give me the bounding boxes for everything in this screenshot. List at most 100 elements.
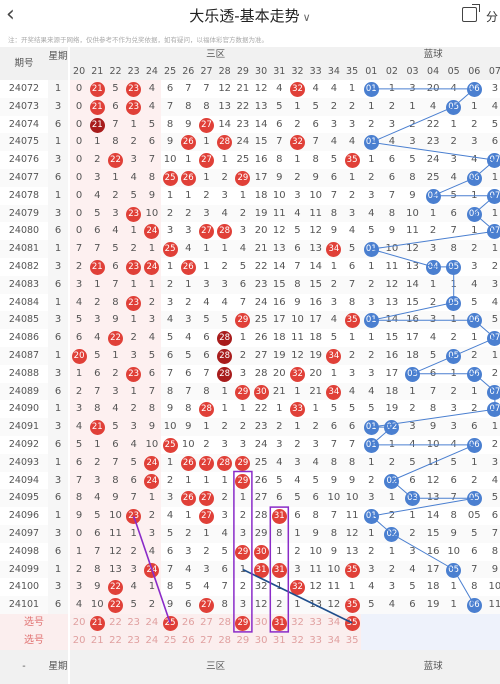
front-cell: 9 bbox=[161, 596, 180, 614]
picked-ball[interactable]: 29 bbox=[235, 616, 251, 631]
picked-ball[interactable]: 21 bbox=[89, 616, 105, 631]
back-cell: 07 bbox=[484, 186, 500, 205]
front-cell: 7 bbox=[106, 275, 125, 294]
select-back-number[interactable] bbox=[464, 614, 485, 632]
select-back-number[interactable] bbox=[381, 614, 403, 632]
share-icon[interactable] bbox=[462, 4, 480, 22]
select-front-number[interactable]: 25 bbox=[161, 631, 180, 650]
front-ball: 28 bbox=[198, 402, 214, 418]
select-front-number[interactable]: 34 bbox=[324, 631, 343, 650]
select-back-number[interactable] bbox=[422, 614, 444, 632]
front-cell: 6 bbox=[106, 258, 125, 276]
front-cell: 15 bbox=[252, 133, 271, 152]
select-front-number[interactable]: 22 bbox=[106, 631, 125, 650]
back-cell: 06 bbox=[464, 364, 485, 383]
front-cell: 29 bbox=[233, 453, 252, 472]
select-front-number[interactable]: 32 bbox=[288, 614, 307, 632]
picked-ball[interactable]: 25 bbox=[162, 616, 178, 631]
page-title[interactable]: 大乐透-基本走势 ∨ bbox=[0, 6, 500, 28]
select-front-number[interactable]: 26 bbox=[179, 614, 198, 632]
select-back-number[interactable] bbox=[443, 614, 464, 632]
select-front-number[interactable]: 33 bbox=[306, 631, 325, 650]
select-front-number[interactable]: 34 bbox=[324, 614, 343, 632]
week-cell: 1 bbox=[48, 560, 68, 579]
back-icon[interactable]: ‹ bbox=[6, 2, 15, 27]
back-cell: 1 bbox=[361, 525, 382, 543]
front-cell: 3 bbox=[215, 436, 234, 454]
front-ball: 24 bbox=[144, 473, 160, 489]
front-cell: 32 bbox=[288, 578, 307, 597]
select-front-number[interactable]: 24 bbox=[142, 614, 161, 632]
select-front-number[interactable]: 23 bbox=[124, 614, 143, 632]
select-back-number[interactable] bbox=[381, 631, 403, 650]
back-cell: 6 bbox=[402, 596, 423, 614]
select-back-number[interactable] bbox=[361, 614, 382, 632]
share-label[interactable]: 分 bbox=[486, 10, 499, 24]
select-front-number[interactable]: 30 bbox=[252, 614, 271, 632]
period-header[interactable]: 期号 bbox=[0, 47, 48, 80]
select-front-number[interactable]: 24 bbox=[142, 631, 161, 650]
select-front-number[interactable]: 28 bbox=[215, 614, 234, 632]
picked-ball[interactable]: 31 bbox=[271, 616, 287, 631]
front-cell: 5 bbox=[124, 186, 143, 205]
select-front-number[interactable]: 27 bbox=[197, 631, 216, 650]
select-front-number[interactable]: 33 bbox=[306, 614, 325, 632]
back-cell: 3 bbox=[443, 400, 464, 419]
select-front-number[interactable]: 28 bbox=[215, 631, 234, 650]
front-cell: 1 bbox=[106, 169, 125, 187]
front-cell: 22 bbox=[106, 596, 125, 614]
front-ball: 32 bbox=[289, 82, 305, 97]
select-front-number[interactable]: 35 bbox=[343, 631, 362, 650]
back-cell: 3 bbox=[361, 293, 382, 312]
select-back-number[interactable] bbox=[484, 631, 500, 650]
front-cell: 25 bbox=[252, 453, 271, 472]
front-cell: 8 bbox=[197, 97, 216, 116]
select-back-number[interactable] bbox=[402, 631, 423, 650]
select-back-number[interactable] bbox=[402, 614, 423, 632]
select-back-number[interactable] bbox=[464, 631, 485, 650]
picked-ball[interactable]: 35 bbox=[344, 616, 360, 631]
front-cell: 3 bbox=[215, 275, 234, 294]
front-cell: 2 bbox=[88, 293, 107, 312]
select-front-number[interactable]: 20 bbox=[70, 614, 89, 632]
select-front-number[interactable]: 22 bbox=[106, 614, 125, 632]
front-cell: 26 bbox=[179, 133, 198, 152]
select-front-number[interactable]: 20 bbox=[70, 631, 89, 650]
period-cell: 24077 bbox=[0, 169, 48, 187]
select-front-number[interactable]: 21 bbox=[88, 631, 107, 650]
front-cell: 3 bbox=[233, 436, 252, 454]
select-label[interactable]: 选号 bbox=[0, 631, 68, 650]
select-front-number[interactable]: 21 bbox=[88, 614, 107, 632]
period-cell: 24086 bbox=[0, 329, 48, 347]
select-label[interactable]: 选号 bbox=[0, 614, 68, 632]
select-front-number[interactable]: 35 bbox=[343, 614, 362, 632]
select-front-number[interactable]: 25 bbox=[161, 614, 180, 632]
select-front-number[interactable]: 31 bbox=[270, 631, 289, 650]
front-cell: 4 bbox=[197, 578, 216, 597]
back-col-header: 04 bbox=[422, 63, 444, 80]
back-cell: 2 bbox=[464, 240, 485, 258]
select-front-number[interactable]: 27 bbox=[197, 614, 216, 632]
select-front-number[interactable]: 23 bbox=[124, 631, 143, 650]
select-back-number[interactable] bbox=[361, 631, 382, 650]
front-ball: 35 bbox=[344, 313, 360, 329]
front-cell: 8 bbox=[106, 133, 125, 152]
front-ball: 27 bbox=[198, 598, 214, 614]
select-front-number[interactable]: 26 bbox=[179, 631, 198, 650]
front-ball: 27 bbox=[198, 224, 214, 240]
select-front-number[interactable]: 30 bbox=[252, 631, 271, 650]
select-front-number[interactable]: 29 bbox=[233, 631, 252, 650]
front-cell: 7 bbox=[197, 364, 216, 383]
select-back-number[interactable] bbox=[443, 631, 464, 650]
back-cell: 8 bbox=[443, 240, 464, 258]
back-ball: 07 bbox=[487, 331, 500, 347]
select-back-number[interactable] bbox=[484, 614, 500, 632]
back-cell: 4 bbox=[402, 436, 423, 454]
back-cell: 4 bbox=[422, 329, 444, 347]
select-front-number[interactable]: 31 bbox=[270, 614, 289, 632]
select-front-number[interactable]: 32 bbox=[288, 631, 307, 650]
front-cell: 1 bbox=[142, 578, 161, 597]
select-front-number[interactable]: 29 bbox=[233, 614, 252, 632]
front-cell: 3 bbox=[233, 525, 252, 543]
select-back-number[interactable] bbox=[422, 631, 444, 650]
